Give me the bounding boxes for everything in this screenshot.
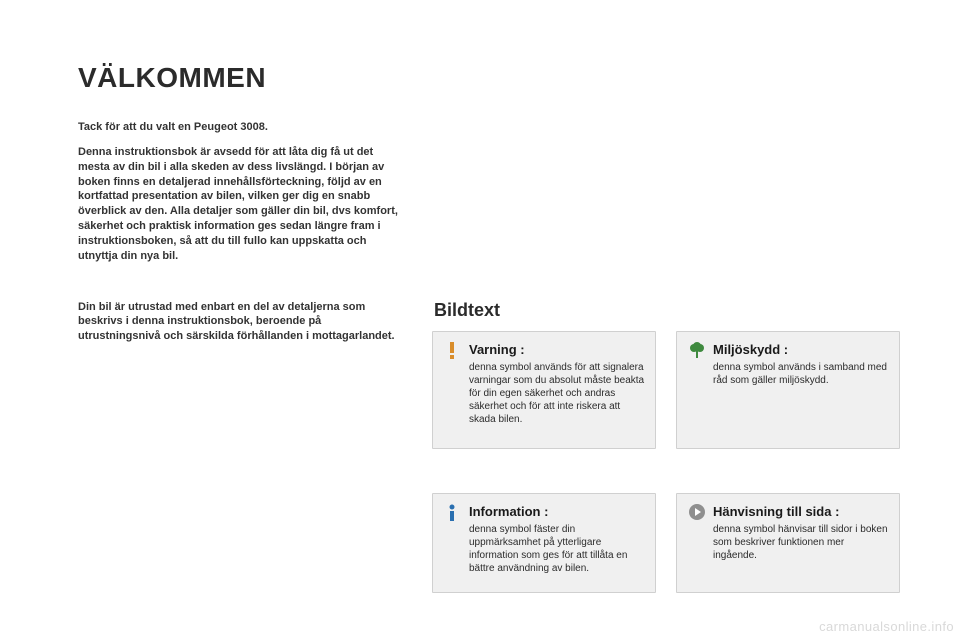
card-env: Miljöskydd : denna symbol används i samb… (676, 331, 900, 449)
left-column: VÄLKOMMEN Tack för att du valt en Peugeo… (78, 62, 398, 344)
intro-thank-line: Tack för att du valt en Peugeot 3008. (78, 120, 398, 135)
card-info-body: denna symbol fäster din uppmärksamhet på… (469, 523, 645, 575)
card-ref-body: denna symbol hänvisar till sidor i boken… (713, 523, 889, 562)
intro-paragraph-1: Denna instruktionsbok är avsedd för att … (78, 145, 398, 264)
page-root: VÄLKOMMEN Tack för att du valt en Peugeo… (0, 0, 960, 640)
card-warning-title: Varning : (469, 342, 645, 357)
tree-icon (689, 342, 705, 360)
legend-heading: Bildtext (434, 300, 900, 321)
watermark-text: carmanualsonline.info (819, 619, 954, 634)
card-warning-body: denna symbol används för att signalera v… (469, 361, 645, 426)
card-ref: Hänvisning till sida : denna symbol hänv… (676, 493, 900, 593)
card-info-title: Information : (469, 504, 645, 519)
page-title: VÄLKOMMEN (78, 62, 398, 94)
card-warning: Varning : denna symbol används för att s… (432, 331, 656, 449)
card-info: Information : denna symbol fäster din up… (432, 493, 656, 593)
arrow-circle-icon (689, 504, 705, 520)
card-env-body: denna symbol används i samband med råd s… (713, 361, 889, 387)
intro-paragraph-2: Din bil är utrustad med enbart en del av… (78, 300, 398, 345)
card-env-title: Miljöskydd : (713, 342, 889, 357)
legend-section: Bildtext Varning : denna symbol används … (432, 300, 900, 593)
card-ref-title: Hänvisning till sida : (713, 504, 889, 519)
exclamation-icon (445, 342, 459, 360)
info-icon (445, 504, 459, 522)
legend-grid: Varning : denna symbol används för att s… (432, 331, 900, 593)
